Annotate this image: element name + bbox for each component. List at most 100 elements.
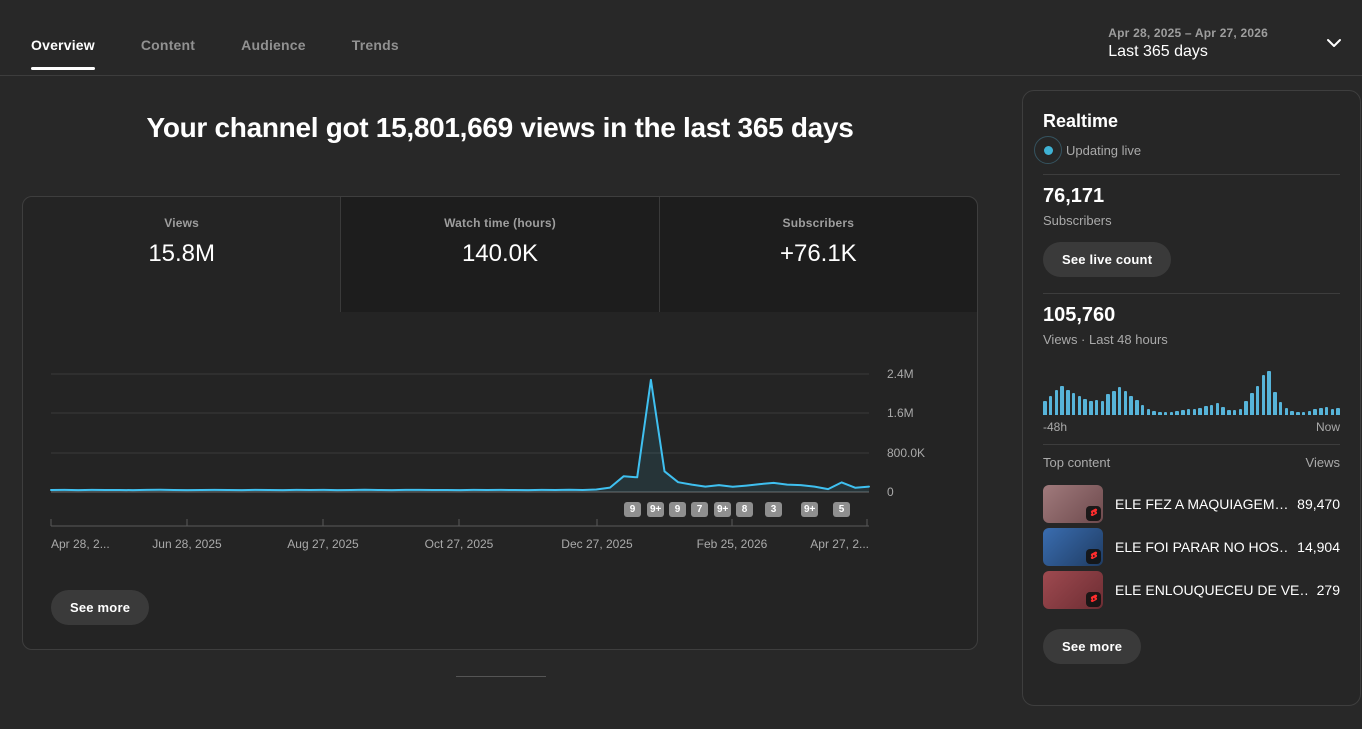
content-published-badge[interactable]: 3 [765,502,782,517]
realtime-views-count: 105,760 [1043,304,1116,326]
top-content-header: Top content Views [1043,455,1340,470]
tab-trends-label: Trends [351,37,399,53]
content-published-badge[interactable]: 9+ [801,502,819,517]
hour-views-bar [1290,411,1294,415]
date-range-text: Apr 28, 2025 – Apr 27, 2026 [1108,26,1268,40]
see-more-button-main[interactable]: See more [51,590,150,625]
y-tick-label: 1.6M [887,406,914,420]
video-thumbnail [1043,484,1103,523]
hour-views-bar [1117,387,1122,415]
hour-views-bar [1066,390,1070,415]
hour-views-bar [1278,402,1283,415]
metric-label-watch-time: Watch time (hours) [444,216,556,230]
top-content-row[interactable]: ELE FEZ A MAQUIAGEM… 89,470 [1043,482,1340,525]
tab-content[interactable]: Content [141,37,195,75]
realtime-status: Updating live [1034,136,1340,164]
see-more-button-realtime[interactable]: See more [1043,629,1142,664]
live-pulse-icon [1034,136,1062,164]
metric-tabs: Views 15.8M Watch time (hours) 140.0K Su… [23,197,977,312]
hour-views-bar [1296,412,1300,415]
views-line [50,378,870,492]
hour-views-bar [1307,411,1312,415]
hour-views-bar [1152,411,1156,415]
content-published-badge[interactable]: 9 [624,502,641,517]
hour-views-bar [1083,399,1087,415]
hour-views-bar [1204,406,1208,415]
hour-views-bar [1077,396,1082,415]
hour-views-bar [1192,409,1197,415]
hour-views-bar [1146,409,1151,415]
video-thumbnail [1043,527,1103,566]
hour-views-bar [1094,400,1099,415]
content-published-badge[interactable]: 7 [691,502,708,517]
realtime-subscribers-count: 76,171 [1043,185,1105,207]
hour-views-bar [1313,409,1317,415]
hour-views-bar [1273,392,1277,415]
content-published-badge[interactable]: 9+ [647,502,665,517]
hour-views-bar [1135,400,1139,415]
video-title: ELE FOI PARAR NO HOS… [1115,538,1290,555]
top-content-row[interactable]: ELE FOI PARAR NO HOS… 14,904 [1043,525,1340,568]
x-tick-label: Jun 28, 2025 [152,537,222,551]
metric-tab-subscribers[interactable]: Subscribers +76.1K [658,197,977,312]
hour-views-bar [1054,390,1059,415]
key-metrics-card: Views 15.8M Watch time (hours) 140.0K Su… [22,196,978,650]
content-published-badge[interactable]: 8 [736,502,753,517]
live-dot-icon [1043,145,1053,155]
content-published-badge[interactable]: 9 [669,502,686,517]
hour-views-bar [1112,391,1116,415]
x-tick-label: Feb 25, 2026 [697,537,768,551]
hour-views-bar [1284,408,1289,415]
hour-views-bar [1106,394,1110,415]
divider [1043,174,1340,175]
content-published-badge[interactable]: 9+ [714,502,732,517]
hour-views-bar [1215,403,1220,415]
divider [1043,293,1340,294]
video-views: 14,904 [1297,538,1340,555]
views-48h-axis: -48h Now [1043,420,1340,434]
hour-views-bar [1336,408,1340,415]
date-range-preset: Last 365 days [1108,43,1208,60]
date-range-picker[interactable]: Apr 28, 2025 – Apr 27, 2026 Last 365 day… [1108,26,1362,75]
hour-views-bar [1158,412,1162,415]
video-title: ELE FEZ A MAQUIAGEM… [1115,495,1289,512]
hour-views-bar [1330,409,1335,415]
hour-views-bar [1175,411,1179,415]
hour-views-bar [1301,412,1306,415]
video-thumbnail [1043,570,1103,609]
divider [1043,444,1340,445]
hour-views-bar [1169,412,1174,415]
hour-views-bar [1221,407,1225,415]
content-published-badge[interactable]: 5 [833,502,850,517]
hour-views-bar [1255,386,1260,415]
x-tick-label: Dec 27, 2025 [561,537,633,551]
page-title: Your channel got 15,801,669 views in the… [146,112,854,143]
views-line-chart[interactable]: 2.4M 1.6M 800.0K 0 Apr 28, 2... Jun 28, 2025 A… [23,312,977,562]
views-48h-bar-chart[interactable] [1043,369,1340,415]
tab-overview[interactable]: Overview [31,37,95,75]
y-tick-label: 2.4M [887,367,914,381]
metric-tab-views[interactable]: Views 15.8M [23,197,340,312]
hour-views-bar [1198,408,1202,415]
hour-views-bar [1319,408,1323,415]
realtime-title: Realtime [1043,111,1119,131]
metric-label-subscribers: Subscribers [782,216,855,230]
views-line-chart-svg: 2.4M 1.6M 800.0K 0 Apr 28, 2... Jun 28, 2025 A… [50,367,925,551]
see-live-count-button[interactable]: See live count [1043,242,1172,277]
hour-views-bar [1140,405,1145,415]
hour-views-bar [1129,396,1133,415]
hour-views-bar [1232,410,1237,415]
next-section-divider [456,676,546,677]
y-tick-label: 800.0K [887,446,925,460]
metric-tab-watch-time[interactable]: Watch time (hours) 140.0K [340,197,659,312]
x-tick-label: Apr 27, 2... [810,537,869,551]
metric-label-views: Views [164,216,200,230]
top-content-row[interactable]: ELE ENLOUQUECEU DE VE… 279 [1043,568,1340,611]
hour-views-bar [1123,391,1128,415]
tab-trends[interactable]: Trends [352,37,399,75]
tab-audience[interactable]: Audience [241,37,306,75]
hour-views-bar [1048,396,1053,415]
views-area-fill [51,379,869,492]
top-content-views-column: Views [1305,455,1340,470]
tab-overview-label: Overview [31,37,95,53]
